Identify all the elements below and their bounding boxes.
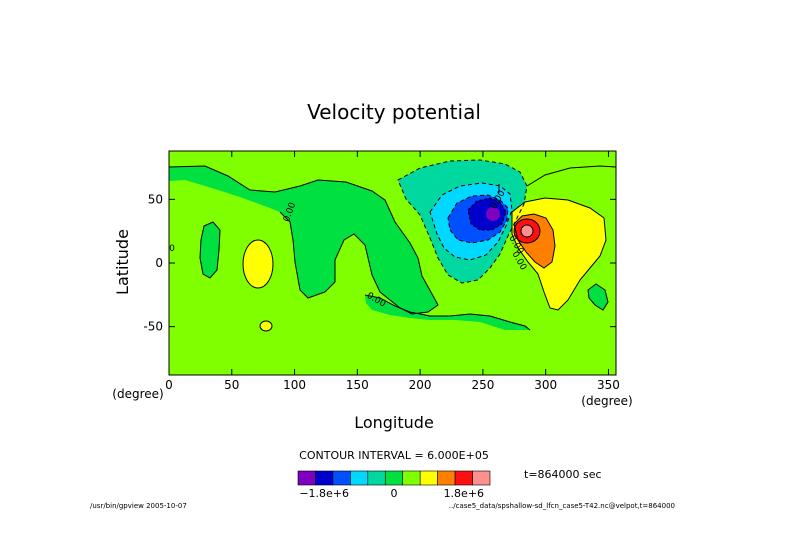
colorbar-swatch <box>402 470 421 486</box>
colorbar-swatch <box>437 470 456 486</box>
colorbar-tick-label: −1.8e+6 <box>299 487 349 500</box>
y-axis-unit: (degree) <box>112 387 163 401</box>
region-yellow-west <box>242 239 274 289</box>
x-tick-label: 200 <box>409 378 432 392</box>
x-tick-label: 350 <box>597 378 620 392</box>
contour-negative-inner <box>447 194 509 244</box>
y-tick-label: 0 <box>155 256 163 270</box>
colorbar-swatch <box>315 470 334 486</box>
colorbar-swatch <box>419 470 438 486</box>
colorbar-tick-label: 0 <box>391 487 398 500</box>
footer-left: /usr/bin/gpview 2005-10-07 <box>90 502 187 510</box>
colorbar-swatch <box>367 470 386 486</box>
minimum-purple <box>486 207 500 221</box>
plot-area <box>169 151 616 375</box>
time-label: t=864000 sec <box>524 468 602 481</box>
region-light-green-east <box>588 284 608 310</box>
footer-right: ../case5_data/spshallow-sd_lfcn_case5-T4… <box>449 502 675 510</box>
colorbar-swatch <box>472 470 491 486</box>
x-axis-unit: (degree) <box>581 394 632 408</box>
y-tick-label: 50 <box>148 192 163 206</box>
contour-positive-inner <box>513 213 556 269</box>
contour-south-line <box>364 294 531 331</box>
colorbar-swatch <box>384 470 404 486</box>
colorbar-swatch <box>454 470 473 486</box>
contour-east-loop <box>587 283 609 311</box>
colorbar: −1.8e+6 0 1.8e+6 <box>297 470 491 500</box>
contour-positive-core <box>513 218 541 244</box>
contour-interval-label: CONTOUR INTERVAL = 6.000E+05 <box>299 449 489 462</box>
region-light-green-south <box>365 295 530 330</box>
contour-negative-mid <box>429 182 513 261</box>
colorbar-swatch <box>332 470 351 486</box>
chart-title: Velocity potential <box>307 100 481 124</box>
contour-positive-outer <box>511 197 607 311</box>
contour-negative-core <box>467 197 507 231</box>
region-light-green-west <box>200 222 220 278</box>
x-axis-title: Longitude <box>354 413 434 432</box>
maximum-pink <box>520 224 534 238</box>
colorbar-tick-label: 1.8e+6 <box>444 487 484 500</box>
contour-lines <box>168 159 617 331</box>
x-tick-label: 100 <box>283 378 306 392</box>
x-tick-label: 50 <box>224 378 239 392</box>
x-axis: 0 50 100 150 200 250 300 350 <box>165 151 620 392</box>
x-tick-label: 300 <box>534 378 557 392</box>
contour-east-boundary <box>526 165 617 187</box>
colorbar-swatch <box>350 470 369 486</box>
contour-value-label: 0 <box>169 244 175 254</box>
contour-zero-line <box>168 165 439 315</box>
y-axis: -50 0 50 <box>143 192 616 334</box>
y-tick-label: -50 <box>143 320 163 334</box>
region-light-green-main <box>169 166 438 314</box>
y-axis-title: Latitude <box>113 229 132 295</box>
region-yellow-south <box>259 320 273 332</box>
contour-west-loop <box>199 221 221 279</box>
x-tick-label: 250 <box>471 378 494 392</box>
colorbar-swatch <box>297 470 316 486</box>
x-tick-label: 150 <box>346 378 369 392</box>
x-tick-label: 0 <box>165 378 173 392</box>
